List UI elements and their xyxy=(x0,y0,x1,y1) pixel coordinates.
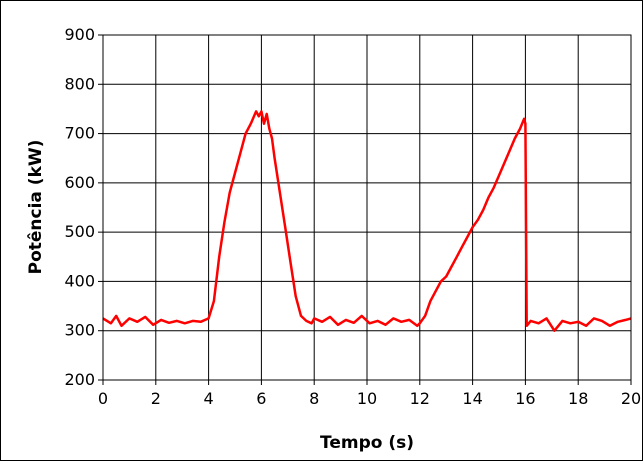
y-tick-label: 900 xyxy=(64,25,95,44)
series-line xyxy=(102,110,632,332)
y-tick-label: 300 xyxy=(64,321,95,340)
x-tick-label: 2 xyxy=(151,389,161,408)
y-axis-title: Potência (kW) xyxy=(26,140,46,275)
x-axis-title: Tempo (s) xyxy=(320,433,414,453)
y-tick-label: 400 xyxy=(64,271,95,290)
x-tick-label: 14 xyxy=(462,389,482,408)
y-tick-label: 200 xyxy=(64,370,95,389)
series-group xyxy=(102,110,632,332)
x-tick-label: 10 xyxy=(357,389,377,408)
y-tick-labels: 200 300 400 500 600 700 800 900 xyxy=(64,25,95,389)
x-tick-label: 12 xyxy=(410,389,430,408)
x-tick-label: 6 xyxy=(256,389,266,408)
x-tick-label: 20 xyxy=(621,389,641,408)
x-tick-label: 4 xyxy=(204,389,214,408)
x-tick-labels: 0 2 4 6 8 10 12 14 16 18 20 xyxy=(98,389,641,408)
x-tick-label: 8 xyxy=(309,389,319,408)
y-tick-label: 500 xyxy=(64,222,95,241)
y-tick-label: 600 xyxy=(64,173,95,192)
axis-ticks xyxy=(98,34,632,385)
x-tick-label: 18 xyxy=(568,389,588,408)
y-tick-label: 800 xyxy=(64,74,95,93)
plot-area-border xyxy=(102,34,632,381)
x-tick-label: 0 xyxy=(98,389,108,408)
y-tick-label: 700 xyxy=(64,124,95,143)
grid-lines xyxy=(103,35,631,380)
x-tick-label: 16 xyxy=(515,389,535,408)
